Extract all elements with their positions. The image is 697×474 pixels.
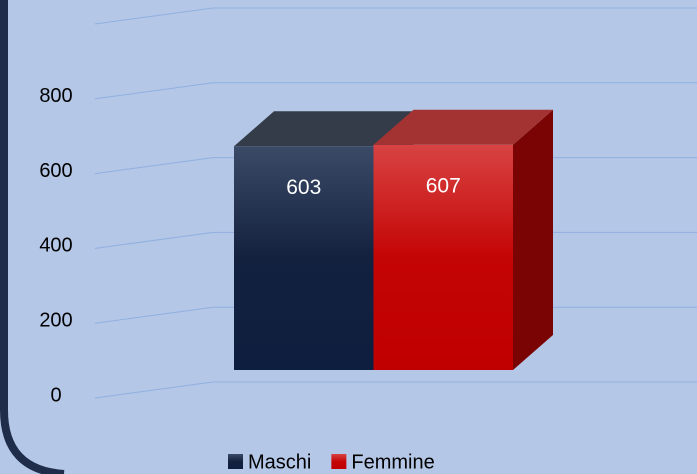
y-tick-label: 400 [39,235,72,257]
y-tick-label: 800 [39,85,72,107]
legend-label: Femmine [351,451,434,473]
legend-swatch [331,454,347,469]
bar-front [234,146,374,370]
value-label: 603 [286,176,321,199]
bar-top [373,109,553,145]
legend-label: Maschi [248,451,311,473]
bar [373,109,553,370]
bar-side [513,109,553,370]
grid-line [94,7,697,25]
grid-line [94,82,697,100]
y-tick-label: 600 [39,160,72,182]
y-tick-label: 0 [50,384,61,406]
bar-front [373,144,513,370]
bar-top [234,111,414,147]
grid-line [94,381,697,399]
frame [0,0,65,474]
y-tick-label: 200 [39,309,72,331]
legend-swatch [228,454,243,469]
value-label: 607 [426,174,461,197]
